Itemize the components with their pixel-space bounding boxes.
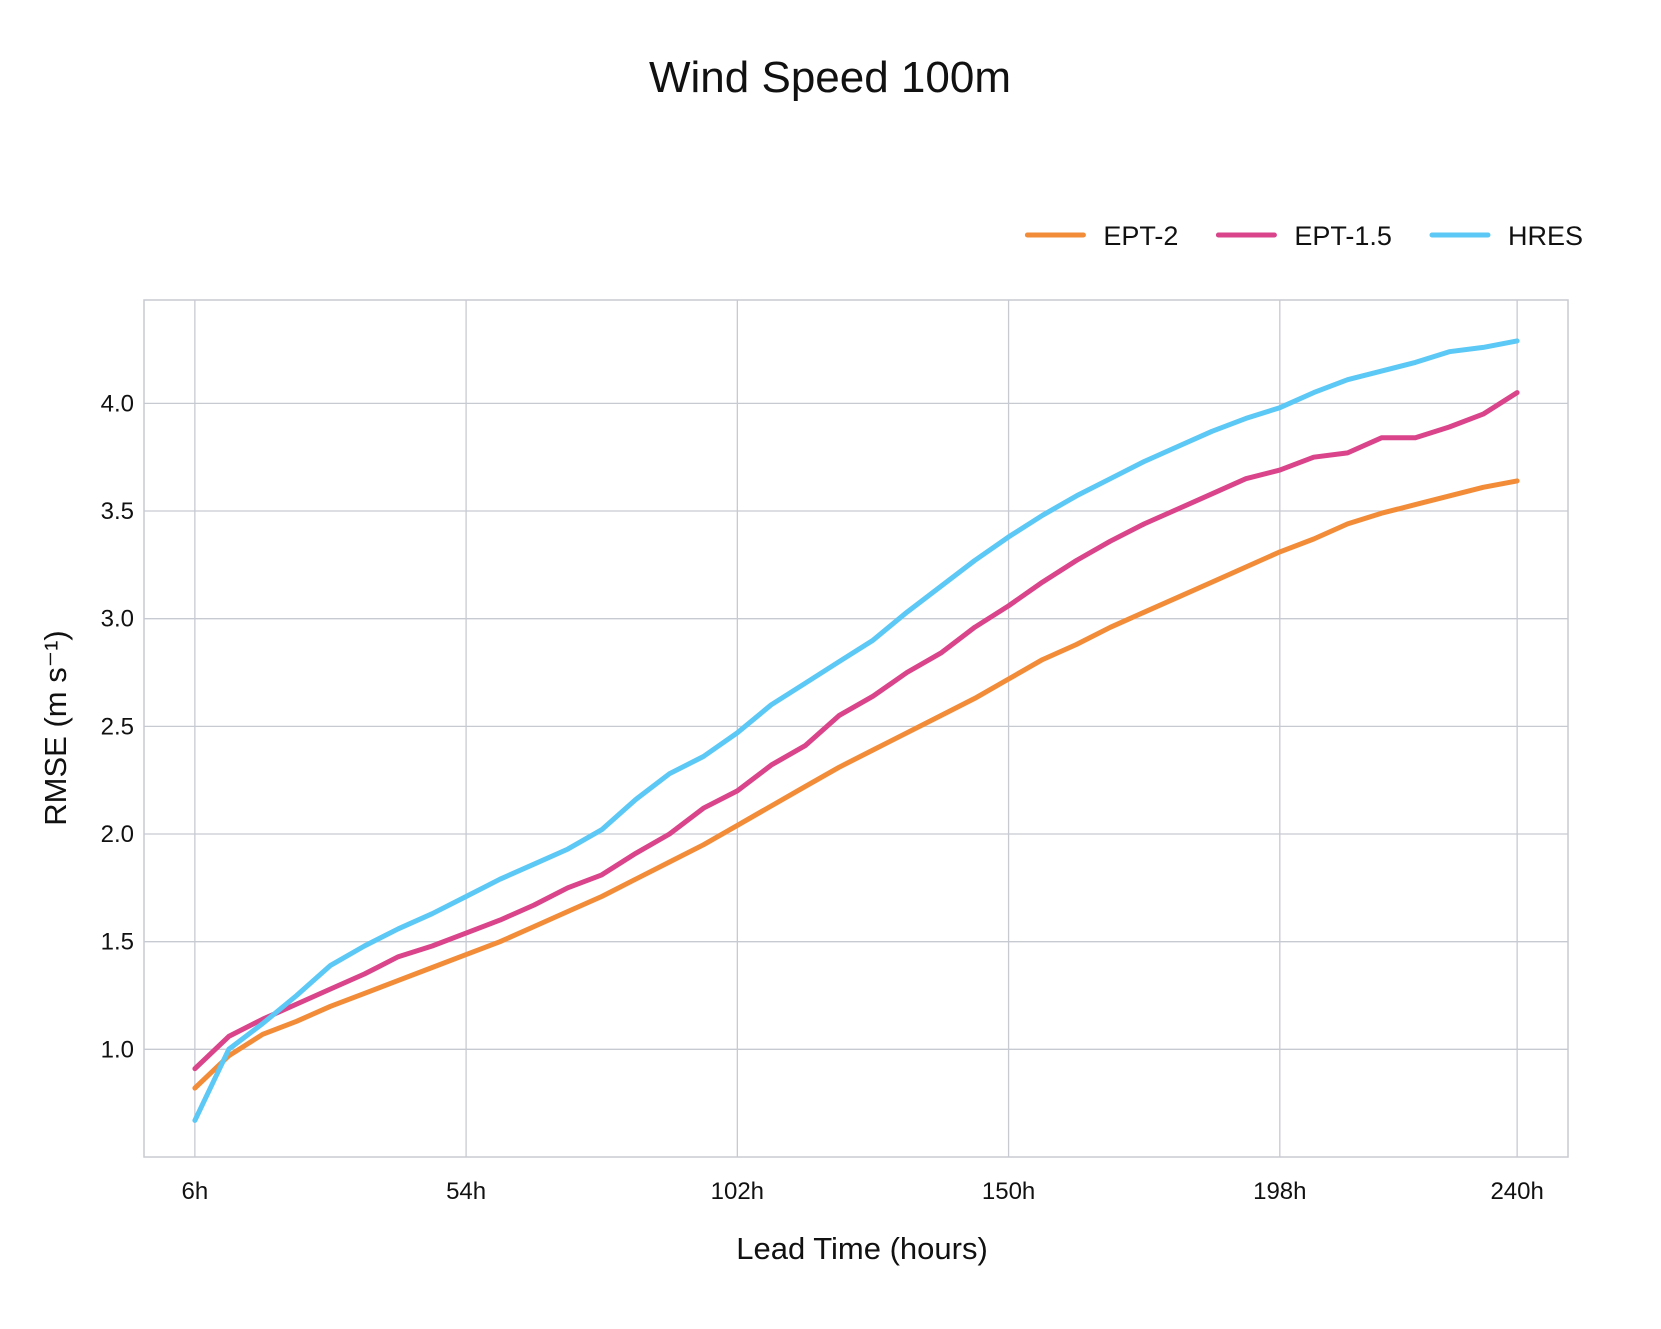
x-tick-label: 54h [446, 1178, 486, 1205]
y-axis-ticks: 1.0 1.5 2.0 2.5 3.0 3.5 4.0 [101, 390, 134, 1063]
legend-label: HRES [1508, 221, 1583, 251]
y-tick-label: 3.0 [101, 606, 134, 633]
plot-area [143, 299, 1569, 1158]
y-axis-label: RMSE (m s⁻¹) [38, 630, 73, 825]
chart-title: Wind Speed 100m [649, 53, 1011, 102]
x-tick-label: 6h [182, 1178, 209, 1205]
legend-item-ept-2: EPT-2 [1024, 221, 1178, 251]
legend-item-ept-1-5: EPT-1.5 [1215, 221, 1392, 251]
y-tick-label: 1.5 [101, 929, 134, 956]
y-tick-label: 2.5 [101, 713, 134, 740]
x-axis-ticks: 6h 54h 102h 150h 198h 240h [182, 1178, 1544, 1205]
legend: EPT-2 EPT-1.5 HRES [1024, 221, 1583, 251]
y-tick-label: 3.5 [101, 498, 134, 525]
x-tick-label: 102h [711, 1178, 764, 1205]
x-tick-label: 198h [1253, 1178, 1306, 1205]
y-tick-label: 2.0 [101, 821, 134, 848]
y-tick-label: 4.0 [101, 390, 134, 417]
legend-item-hres: HRES [1429, 221, 1583, 251]
legend-label: EPT-2 [1103, 221, 1178, 251]
grid [144, 300, 1568, 1157]
x-tick-label: 150h [982, 1178, 1035, 1205]
series-line-ept-1-5 [192, 390, 1520, 1072]
legend-label: EPT-1.5 [1294, 221, 1392, 251]
x-tick-label: 240h [1490, 1178, 1543, 1205]
series-layer [192, 338, 1520, 1123]
x-axis-label: Lead Time (hours) [736, 1231, 988, 1266]
series-line-hres [192, 338, 1520, 1123]
y-tick-label: 1.0 [101, 1036, 134, 1063]
series-line-ept-2 [192, 478, 1520, 1091]
